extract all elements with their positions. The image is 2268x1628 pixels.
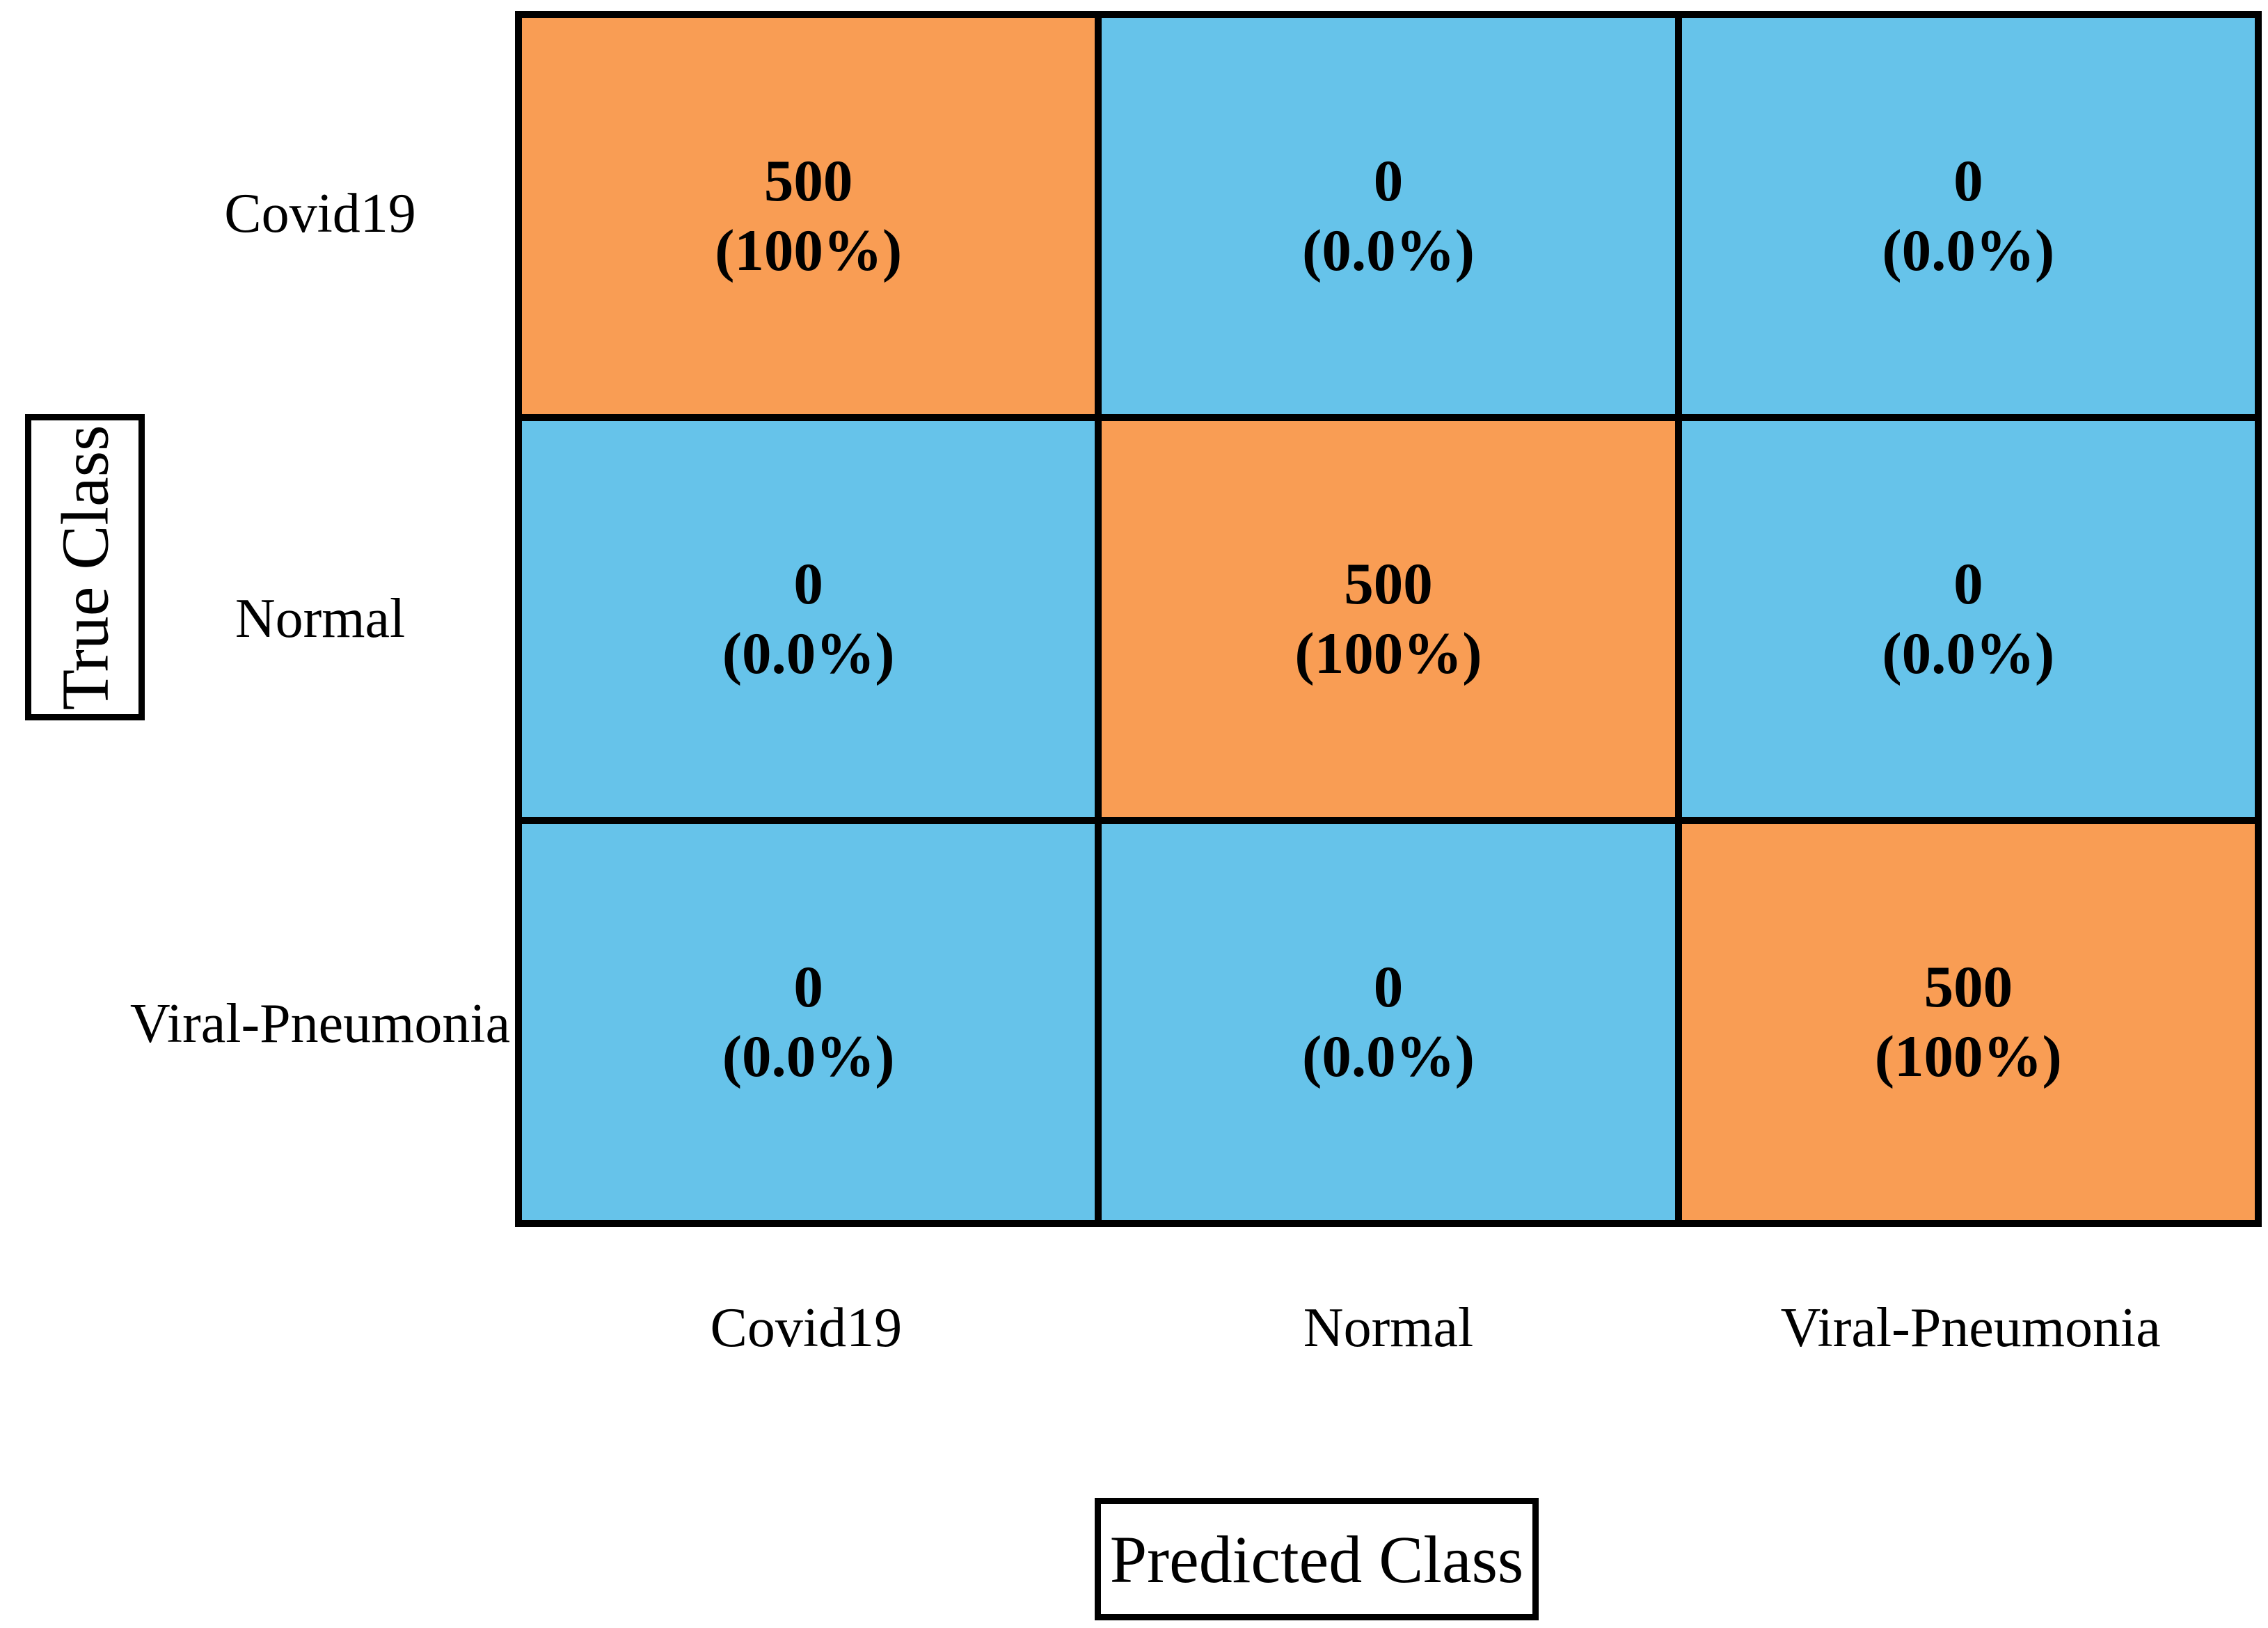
y-axis-title-box: True Class (25, 414, 145, 720)
cell-percent: (0.0%) (722, 620, 895, 686)
cell-count: 0 (1953, 551, 1983, 617)
matrix-cell-viral-pneumonia-normal: 0 (0.0%) (1102, 824, 1675, 1220)
matrix-cell-normal-covid19: 0 (0.0%) (522, 421, 1095, 817)
row-label-viral-pneumonia: Viral-Pneumonia (129, 993, 511, 1055)
cell-count: 500 (1344, 551, 1433, 617)
col-label-covid19: Covid19 (710, 1297, 903, 1359)
cell-percent: (100%) (1874, 1023, 2062, 1089)
cell-count: 0 (1953, 148, 1983, 214)
predicted-class-tick-labels: Covid19 Normal Viral-Pneumonia (515, 1286, 2262, 1370)
cell-percent: (0.0%) (722, 1023, 895, 1089)
row-label-covid19: Covid19 (224, 182, 416, 244)
matrix-cell-covid19-normal: 0 (0.0%) (1102, 18, 1675, 414)
cell-count: 0 (793, 954, 823, 1020)
matrix-cell-covid19-viral-pneumonia: 0 (0.0%) (1681, 18, 2255, 414)
matrix-cell-viral-pneumonia-viral-pneumonia: 500 (100%) (1681, 824, 2255, 1220)
cell-count: 0 (1373, 148, 1404, 214)
cell-percent: (0.0%) (1882, 217, 2055, 283)
matrix-cell-viral-pneumonia-covid19: 0 (0.0%) (522, 824, 1095, 1220)
x-axis-title: Predicted Class (1109, 1522, 1524, 1597)
cell-percent: (100%) (1294, 620, 1482, 686)
cell-count: 500 (763, 148, 853, 214)
col-label-viral-pneumonia: Viral-Pneumonia (1780, 1297, 2161, 1359)
cell-percent: (0.0%) (1302, 217, 1475, 283)
cell-percent: (0.0%) (1302, 1023, 1475, 1089)
cell-count: 0 (1373, 954, 1404, 1020)
true-class-tick-labels: Covid19 Normal Viral-Pneumonia (0, 11, 515, 1227)
matrix-cell-covid19-covid19: 500 (100%) (522, 18, 1095, 414)
cell-percent: (100%) (715, 217, 903, 283)
y-axis-title: True Class (47, 425, 122, 710)
row-label-normal: Normal (235, 587, 406, 649)
col-label-normal: Normal (1303, 1297, 1474, 1359)
matrix-cell-normal-viral-pneumonia: 0 (0.0%) (1681, 421, 2255, 817)
cell-count: 500 (1924, 954, 2013, 1020)
x-axis-title-box: Predicted Class (1095, 1498, 1539, 1620)
matrix-cell-normal-normal: 500 (100%) (1102, 421, 1675, 817)
confusion-matrix-grid: 500 (100%) 0 (0.0%) 0 (0.0%) 0 (0.0%) 50… (515, 11, 2262, 1227)
cell-count: 0 (793, 551, 823, 617)
cell-percent: (0.0%) (1882, 620, 2055, 686)
